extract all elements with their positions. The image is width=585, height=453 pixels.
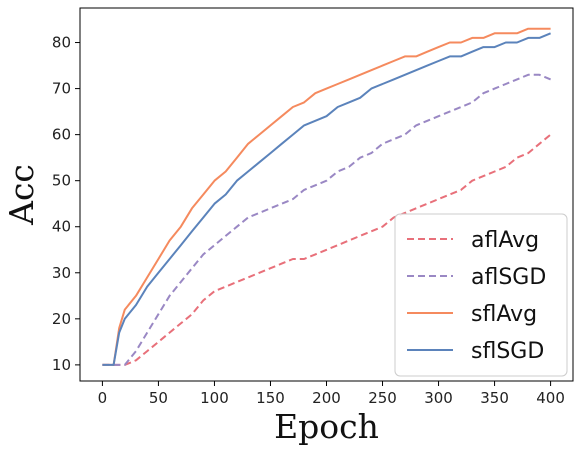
y-tick-label: 20: [52, 310, 71, 328]
x-tick-label: 250: [368, 389, 397, 407]
legend: aflAvg aflSGD sflAvg sflSGD: [394, 213, 568, 377]
y-tick-label: 30: [52, 264, 71, 282]
series-line-aflavg: [102, 133, 552, 366]
x-tick-label: 150: [256, 389, 285, 407]
y-axis: 10 20 30 40 50 60 70 80: [52, 34, 80, 374]
y-tick-label: 60: [52, 126, 71, 144]
y-tick-label: 50: [52, 172, 71, 190]
plot-content: [102, 27, 552, 366]
legend-label-aflavg: aflAvg: [471, 228, 539, 253]
x-tick-label: 350: [480, 389, 509, 407]
x-tick-label: 100: [200, 389, 229, 407]
legend-label-sflavg: sflAvg: [471, 302, 537, 327]
y-axis-title: Acc: [2, 164, 41, 226]
x-axis: 0 50 100 150 200 250 300 350 400: [98, 381, 565, 407]
x-tick-label: 400: [536, 389, 565, 407]
y-tick-label: 70: [52, 80, 71, 98]
y-tick-label: 10: [52, 356, 71, 374]
x-tick-label: 300: [424, 389, 453, 407]
series-line-aflsgd: [102, 73, 551, 366]
x-tick-label: 200: [312, 389, 341, 407]
legend-label-aflsgd: aflSGD: [471, 265, 546, 290]
series-line-sflavg: [102, 27, 551, 366]
y-tick-label: 40: [52, 218, 71, 236]
y-tick-label: 80: [52, 34, 71, 52]
x-tick-label: 0: [98, 389, 108, 407]
legend-box: [394, 213, 568, 377]
x-axis-title: Epoch: [274, 407, 379, 446]
series-line-sflsgd: [102, 32, 551, 366]
x-tick-label: 50: [149, 389, 168, 407]
legend-label-sflsgd: sflSGD: [471, 339, 544, 364]
